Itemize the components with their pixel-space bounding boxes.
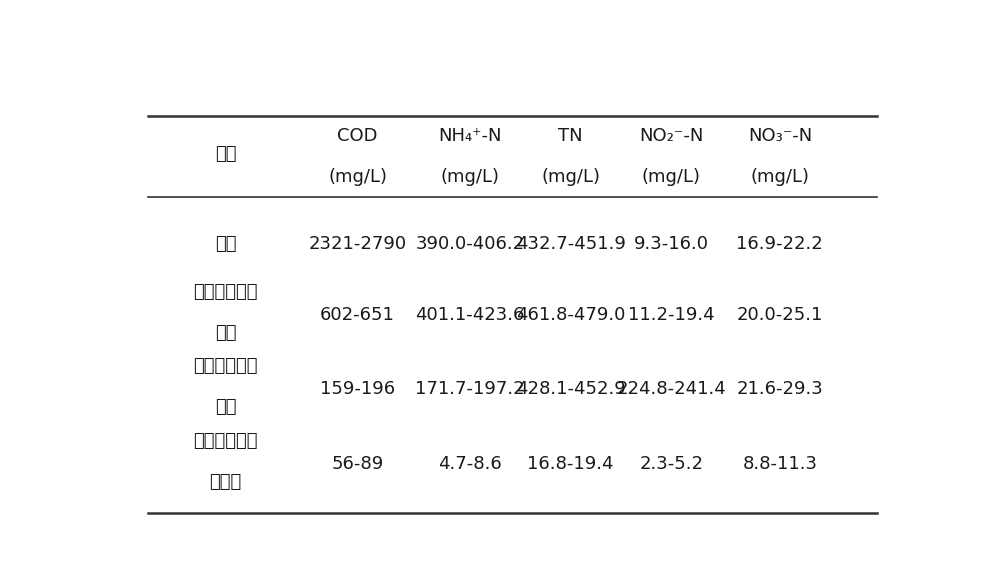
Text: 9.3-16.0: 9.3-16.0 bbox=[634, 235, 709, 254]
Text: NO₂⁻-N: NO₂⁻-N bbox=[639, 127, 704, 145]
Text: (mg/L): (mg/L) bbox=[328, 168, 387, 185]
Text: NO₃⁻-N: NO₃⁻-N bbox=[748, 127, 812, 145]
Text: 11.2-19.4: 11.2-19.4 bbox=[628, 305, 715, 323]
Text: 461.8-479.0: 461.8-479.0 bbox=[516, 305, 625, 323]
Text: 短程硃化单元: 短程硃化单元 bbox=[194, 357, 258, 376]
Text: 高效厕氧单元: 高效厕氧单元 bbox=[194, 283, 258, 301]
Text: 401.1-423.6: 401.1-423.6 bbox=[415, 305, 525, 323]
Text: 项目: 项目 bbox=[215, 145, 237, 163]
Text: (mg/L): (mg/L) bbox=[541, 168, 600, 185]
Text: 20.0-25.1: 20.0-25.1 bbox=[737, 305, 823, 323]
Text: NH₄⁺-N: NH₄⁺-N bbox=[438, 127, 502, 145]
Text: 4.7-8.6: 4.7-8.6 bbox=[438, 455, 502, 473]
Text: 602-651: 602-651 bbox=[320, 305, 395, 323]
Text: 2.3-5.2: 2.3-5.2 bbox=[639, 455, 703, 473]
Text: 8.8-11.3: 8.8-11.3 bbox=[742, 455, 817, 473]
Text: (mg/L): (mg/L) bbox=[440, 168, 499, 185]
Text: 171.7-197.2: 171.7-197.2 bbox=[415, 380, 525, 398]
Text: 出水: 出水 bbox=[215, 323, 237, 342]
Text: 出水: 出水 bbox=[215, 398, 237, 416]
Text: 159-196: 159-196 bbox=[320, 380, 395, 398]
Text: 2321-2790: 2321-2790 bbox=[308, 235, 407, 254]
Text: 元出水: 元出水 bbox=[210, 473, 242, 491]
Text: 进水: 进水 bbox=[215, 235, 237, 254]
Text: 390.0-406.2: 390.0-406.2 bbox=[415, 235, 524, 254]
Text: 428.1-452.9: 428.1-452.9 bbox=[516, 380, 626, 398]
Text: 56-89: 56-89 bbox=[331, 455, 384, 473]
Text: 16.8-19.4: 16.8-19.4 bbox=[527, 455, 614, 473]
Text: 16.9-22.2: 16.9-22.2 bbox=[736, 235, 823, 254]
Text: (mg/L): (mg/L) bbox=[750, 168, 809, 185]
Text: 224.8-241.4: 224.8-241.4 bbox=[616, 380, 726, 398]
Text: 厒氧氨氧化单: 厒氧氨氧化单 bbox=[194, 432, 258, 450]
Text: 21.6-29.3: 21.6-29.3 bbox=[736, 380, 823, 398]
Text: TN: TN bbox=[558, 127, 583, 145]
Text: COD: COD bbox=[337, 127, 378, 145]
Text: (mg/L): (mg/L) bbox=[642, 168, 701, 185]
Text: 432.7-451.9: 432.7-451.9 bbox=[516, 235, 626, 254]
